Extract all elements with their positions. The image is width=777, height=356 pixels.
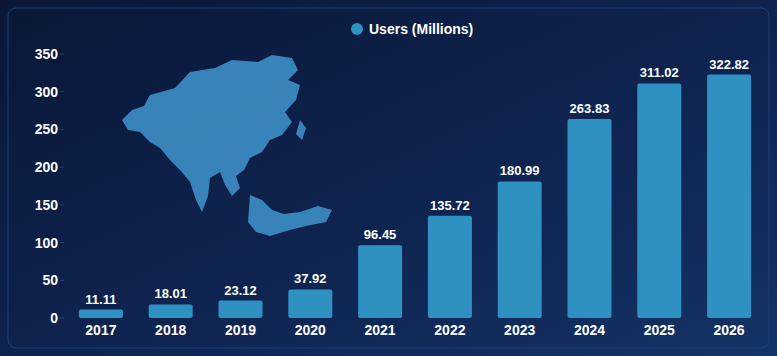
bar [637,83,681,318]
data-label: 135.72 [430,198,470,213]
legend-swatch [351,23,363,35]
y-tick [60,54,64,55]
legend-label: Users (Millions) [369,21,473,37]
y-tick [60,318,64,319]
bar [79,310,123,318]
y-tick [60,129,64,130]
x-tick-label: 2024 [574,322,605,338]
data-label: 322.82 [709,57,749,72]
data-label: 311.02 [640,65,679,80]
data-label: 23.12 [224,283,257,298]
y-tick [60,204,64,205]
data-label: 96.45 [364,227,397,242]
x-tick-label: 2021 [365,322,396,338]
x-tick-label: 2018 [155,322,186,338]
bar [498,181,542,318]
y-tick [60,167,64,168]
chart: 0 50 100 150 200 250 300 350 11.11 18.01 23.12 37.9… [0,0,777,356]
panel-border [8,8,769,348]
x-tick-label: 2025 [644,322,675,338]
map-decoration [122,55,332,236]
bar [288,289,332,318]
y-tick [60,242,64,243]
y-tick-label: 100 [35,235,59,251]
bar [568,119,612,318]
y-tick [60,91,64,92]
y-tick-label: 0 [50,310,58,326]
bar [149,304,193,318]
data-label: 263.83 [570,101,610,116]
bar [428,216,472,318]
y-tick-label: 150 [35,197,59,213]
x-tick-label: 2023 [504,322,535,338]
background [0,0,777,356]
y-tick-label: 250 [35,121,59,137]
x-tick-label: 2019 [225,322,256,338]
y-tick-label: 50 [42,272,58,288]
y-tick-label: 300 [35,84,59,100]
y-tick [60,280,64,281]
bars [79,75,751,318]
data-label: 37.92 [294,271,327,286]
data-label: 180.99 [500,163,540,178]
bar [707,75,751,318]
x-tick-label: 2026 [714,322,745,338]
y-tick-label: 200 [35,159,59,175]
y-tick-label: 350 [35,46,59,62]
x-tick-label: 2022 [434,322,465,338]
data-label: 18.01 [154,286,187,301]
bar [219,301,263,318]
data-label: 11.11 [85,292,116,307]
bar [358,245,402,318]
x-tick-label: 2017 [85,322,116,338]
x-tick-label: 2020 [295,322,326,338]
